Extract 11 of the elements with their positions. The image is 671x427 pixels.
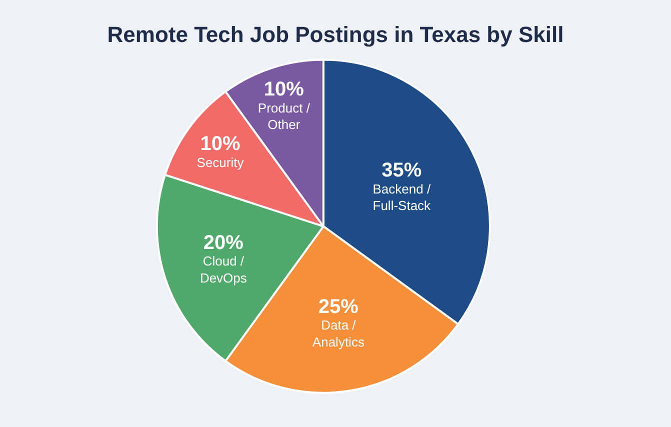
slice-label: Backend / Full-Stack — [372, 181, 432, 214]
slice-label: Security — [196, 154, 244, 170]
slice-label: Product / Other — [258, 100, 310, 132]
data-label: 10% — [264, 78, 304, 100]
data-label: 35% — [382, 159, 422, 182]
slice-label: Cloud / DevOps — [200, 254, 248, 286]
chart-title: Remote Tech Job Postings in Texas by Skill — [107, 22, 564, 47]
data-label: 25% — [318, 296, 359, 318]
slice-label: Data / Analytics — [312, 318, 365, 350]
data-label: 20% — [203, 232, 244, 254]
data-label: 10% — [200, 133, 240, 156]
